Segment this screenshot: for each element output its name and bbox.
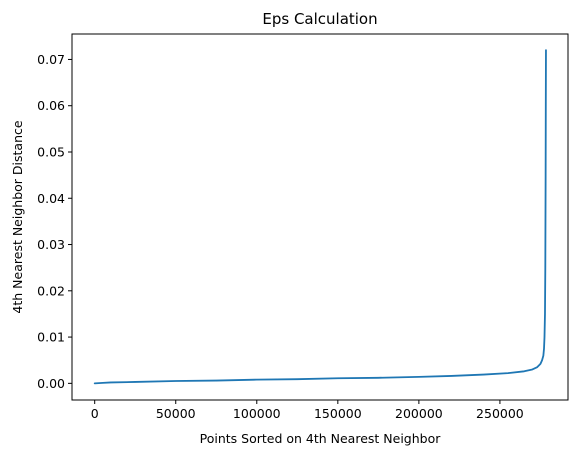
plot-area-frame bbox=[71, 33, 569, 401]
y-tick-label: 0.02 bbox=[37, 283, 65, 298]
y-tick-label: 0.06 bbox=[37, 98, 65, 113]
chart-title: Eps Calculation bbox=[262, 10, 377, 28]
y-tick-label: 0.05 bbox=[37, 144, 65, 159]
y-tick-label: 0.03 bbox=[37, 237, 65, 252]
x-tick-label: 250000 bbox=[476, 406, 524, 421]
x-tick-label: 100000 bbox=[233, 406, 281, 421]
series-layer bbox=[93, 49, 547, 385]
x-axis-title: Points Sorted on 4th Nearest Neighbor bbox=[200, 431, 442, 446]
y-axis-title: 4th Nearest Neighbor Distance bbox=[10, 120, 25, 313]
x-tick-label: 200000 bbox=[395, 406, 443, 421]
y-tick-label: 0.07 bbox=[37, 52, 65, 67]
x-axis-ticks: 0 50000 100000 150000 200000 250000 bbox=[91, 400, 524, 421]
x-tick-label: 150000 bbox=[314, 406, 362, 421]
series-line bbox=[93, 49, 547, 385]
y-axis-ticks: 0.00 0.01 0.02 0.03 0.04 0.05 0.06 0.07 bbox=[37, 52, 72, 391]
x-tick-label: 50000 bbox=[156, 406, 196, 421]
y-tick-label: 0.04 bbox=[37, 191, 65, 206]
x-tick-label: 0 bbox=[91, 406, 99, 421]
y-tick-label: 0.01 bbox=[37, 330, 65, 345]
y-tick-label: 0.00 bbox=[37, 376, 65, 391]
